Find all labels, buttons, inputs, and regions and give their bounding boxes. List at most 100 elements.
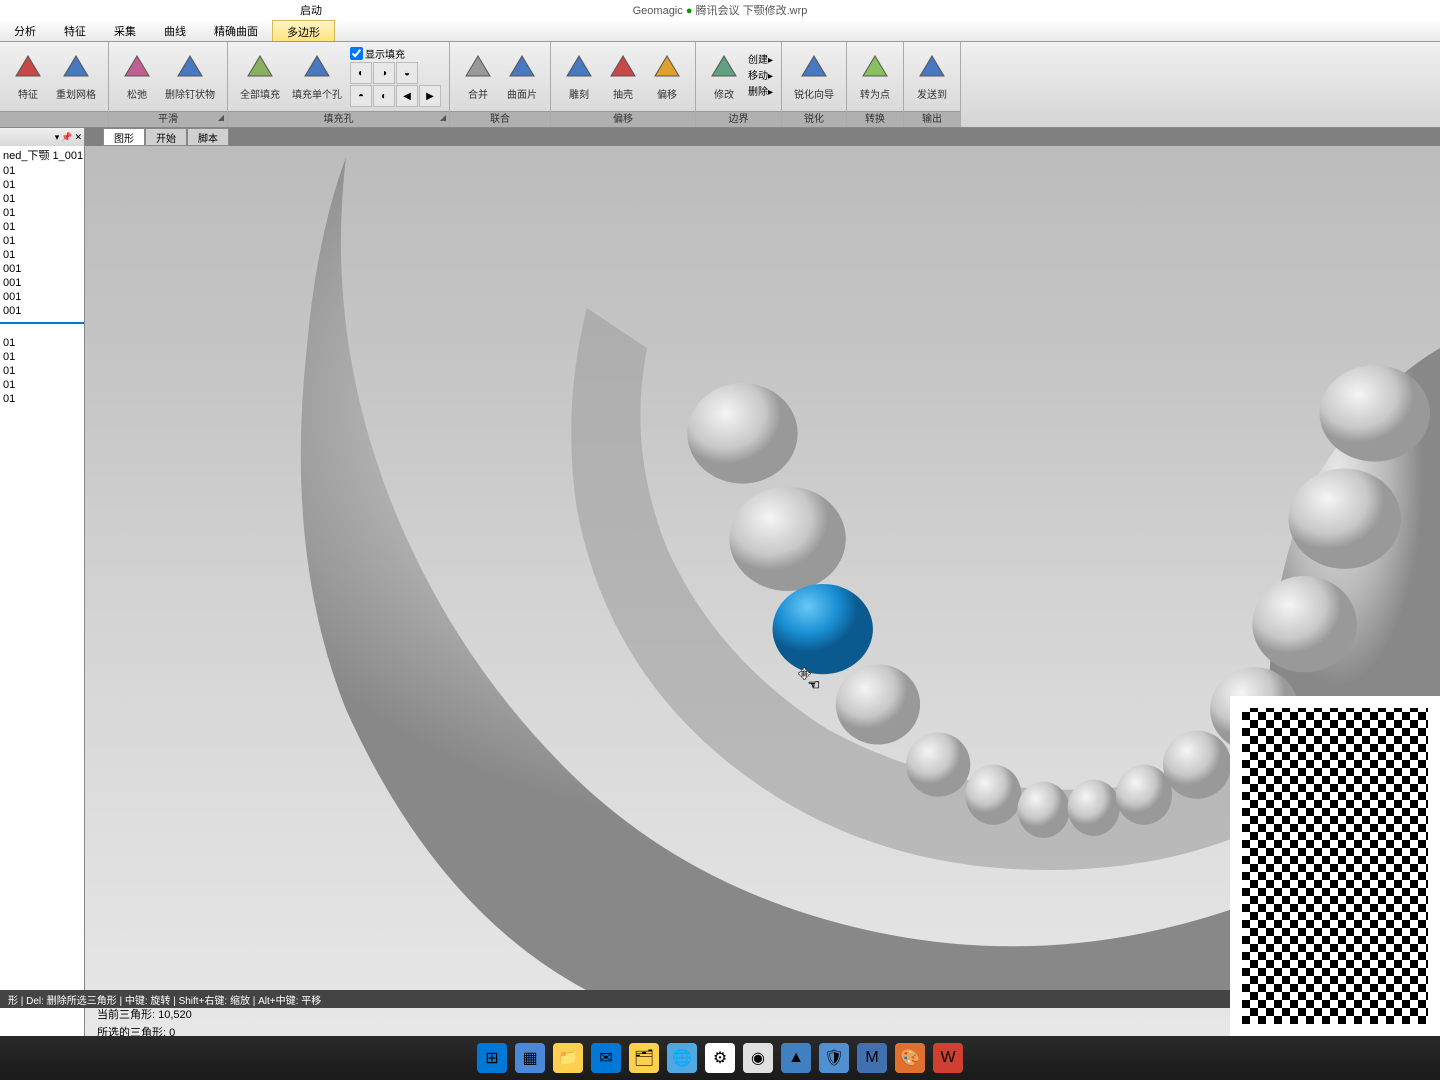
menu-分析[interactable]: 分析 (0, 20, 50, 41)
ribbon-group-转换: 转为点转换 (847, 42, 904, 127)
taskbar-wps[interactable]: W (933, 1043, 963, 1073)
ribbon-btn-偏移[interactable]: 偏移 (647, 50, 687, 103)
tooth (1163, 730, 1231, 798)
tree-item[interactable]: 001 (0, 290, 84, 304)
ribbon-btn-填充单个孔[interactable]: 填充单个孔 (288, 50, 346, 103)
tree-item[interactable]: 001 (0, 276, 84, 290)
tooth-selected (773, 584, 873, 674)
panel-header: ▾ 📌 ✕ (0, 128, 84, 146)
ribbon-btn-松弛[interactable]: 松弛 (117, 50, 157, 103)
tooth (1252, 576, 1356, 672)
fill-checkbox[interactable] (350, 47, 363, 60)
ribbon-btn-全部填充[interactable]: 全部填充 (236, 50, 284, 103)
menu-曲线[interactable]: 曲线 (150, 20, 200, 41)
taskbar-mail[interactable]: ✉ (591, 1043, 621, 1073)
ribbon-btn-发送到[interactable]: 发送到 (912, 50, 952, 103)
tree-item[interactable]: 001 (0, 304, 84, 318)
tree-item[interactable]: 01 (0, 164, 84, 178)
ribbon-group-锐化: 锐化向导锐化 (782, 42, 847, 127)
nav-btn[interactable]: ◓ (350, 85, 372, 107)
pin-icon[interactable]: 📌 (61, 132, 72, 143)
tree-item[interactable]: 01 (0, 336, 84, 350)
dropdown-icon[interactable]: ▾ (55, 132, 60, 143)
menu-特征[interactable]: 特征 (50, 20, 100, 41)
tooth (1288, 469, 1400, 569)
tree-item[interactable]: 01 (0, 378, 84, 392)
tree-item[interactable]: 01 (0, 392, 84, 406)
taskbar[interactable]: ⊞ ▦ 📁 ✉ 🗂 🌐 ⚙ ◉ ▲ 🛡 M 🎨 W (0, 1036, 1440, 1080)
ribbon-btn-特征[interactable]: 特征 (8, 50, 48, 103)
ribbon-group-偏移: 雕刻抽壳偏移偏移 (551, 42, 696, 127)
title-text: Geomagic ● 腾讯会议 下颚修改.wrp (633, 2, 808, 18)
tooth (1017, 782, 1069, 838)
ribbon-btn-雕刻[interactable]: 雕刻 (559, 50, 599, 103)
menu-采集[interactable]: 采集 (100, 20, 150, 41)
ribbon-group-联合: 合并曲面片联合 (450, 42, 551, 127)
stats-overlay: 当前三角形: 10,520 所选的三角形: 0 (97, 1004, 192, 1040)
taskbar-app1[interactable]: ⚙ (705, 1043, 735, 1073)
tooth (1320, 365, 1430, 461)
close-icon[interactable]: ✕ (74, 132, 82, 143)
ribbon-btn-删除钉状物[interactable]: 删除钉状物 (161, 50, 219, 103)
boundary-移动▸[interactable]: 移动▸ (748, 69, 773, 85)
ribbon-btn-转为点[interactable]: 转为点 (855, 50, 895, 103)
boundary-创建▸[interactable]: 创建▸ (748, 53, 773, 69)
taskbar-start[interactable]: ⊞ (477, 1043, 507, 1073)
tree-item[interactable]: 01 (0, 178, 84, 192)
view-tab-脚本[interactable]: 脚本 (187, 128, 229, 146)
tooth (965, 765, 1021, 825)
tree-item[interactable]: 01 (0, 192, 84, 206)
tree-item[interactable]: 01 (0, 350, 84, 364)
taskbar-app2[interactable]: ◉ (743, 1043, 773, 1073)
tree-list[interactable]: ned_下颚 1_0010101010101010100100100100101… (0, 146, 84, 1038)
taskbar-explorer[interactable]: 📁 (553, 1043, 583, 1073)
ribbon-btn-锐化向导[interactable]: 锐化向导 (790, 50, 838, 103)
tree-item[interactable]: 01 (0, 234, 84, 248)
nav-btn[interactable]: ◐ (373, 85, 395, 107)
ribbon-btn-修改[interactable]: 修改 (704, 50, 744, 103)
ribbon-group-平滑: 松弛删除钉状物平滑◢ (109, 42, 228, 127)
menu-多边形[interactable]: 多边形 (272, 20, 335, 41)
tree-item[interactable]: 01 (0, 248, 84, 262)
tree-item[interactable]: 001 (0, 262, 84, 276)
qr-code (1242, 708, 1428, 1024)
fill-mode-btn[interactable]: ◐ (350, 62, 372, 84)
svg-text:☜: ☜ (808, 676, 821, 692)
ribbon-group-填充孔: 全部填充填充单个孔 显示填充◐◑◒◓◐◀▶填充孔◢ (228, 42, 450, 127)
taskbar-folder[interactable]: 🗂 (629, 1043, 659, 1073)
ribbon-btn-合并[interactable]: 合并 (458, 50, 498, 103)
tree-item[interactable]: 01 (0, 364, 84, 378)
nav-btn[interactable]: ◀ (396, 85, 418, 107)
ribbon-group-边界: 修改创建▸移动▸删除▸边界 (696, 42, 782, 127)
tree-item[interactable]: 01 (0, 220, 84, 234)
ribbon-group-: 特征重划网格 (0, 42, 109, 127)
taskbar-shield[interactable]: 🛡 (819, 1043, 849, 1073)
taskbar-app3[interactable]: ▲ (781, 1043, 811, 1073)
tree-item[interactable]: 01 (0, 206, 84, 220)
ribbon-group-输出: 发送到输出 (904, 42, 961, 127)
work-area: ▾ 📌 ✕ ned_下颚 1_0010101010101010100100100… (0, 128, 1440, 1052)
menu-精确曲面[interactable]: 精确曲面 (200, 20, 272, 41)
status-bar: 形 | Del: 删除所选三角形 | 中键: 旋转 | Shift+右键: 缩放… (0, 990, 1440, 1008)
taskbar-edge[interactable]: 🌐 (667, 1043, 697, 1073)
tooth (729, 487, 845, 591)
qr-overlay (1230, 696, 1440, 1036)
side-panel: ▾ 📌 ✕ ned_下颚 1_0010101010101010100100100… (0, 128, 85, 1052)
start-label: 启动 (300, 2, 322, 18)
boundary-删除▸[interactable]: 删除▸ (748, 85, 773, 101)
nav-btn[interactable]: ▶ (419, 85, 441, 107)
ribbon-btn-抽壳[interactable]: 抽壳 (603, 50, 643, 103)
taskbar-store[interactable]: ▦ (515, 1043, 545, 1073)
taskbar-app4[interactable]: M (857, 1043, 887, 1073)
tooth (906, 732, 970, 796)
tooth (836, 664, 920, 744)
view-tab-图形[interactable]: 图形 (103, 128, 145, 146)
tree-item[interactable]: ned_下颚 1_001 (0, 146, 84, 164)
fill-mode-btn[interactable]: ◑ (373, 62, 395, 84)
view-tab-开始[interactable]: 开始 (145, 128, 187, 146)
ribbon-btn-曲面片[interactable]: 曲面片 (502, 50, 542, 103)
tooth (687, 383, 797, 483)
fill-mode-btn[interactable]: ◒ (396, 62, 418, 84)
taskbar-palette[interactable]: 🎨 (895, 1043, 925, 1073)
ribbon-btn-重划网格[interactable]: 重划网格 (52, 50, 100, 103)
